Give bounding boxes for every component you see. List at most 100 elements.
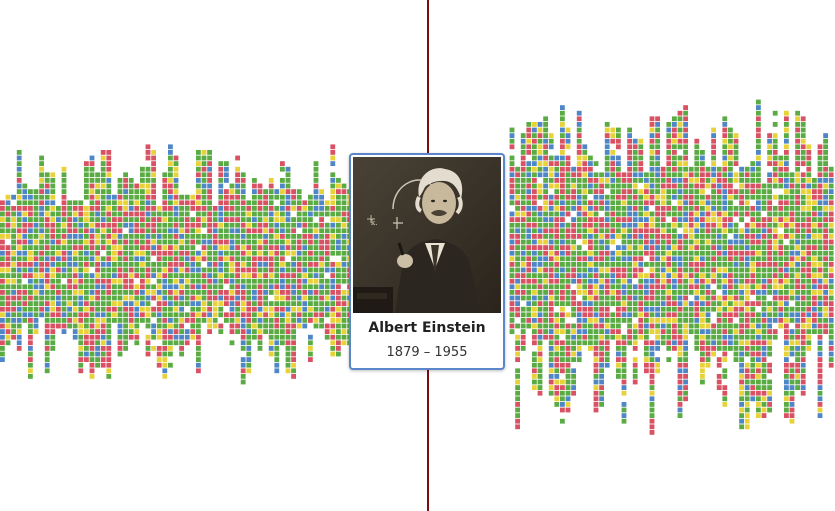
person-cell[interactable] (184, 318, 190, 323)
person-cell[interactable] (179, 262, 184, 267)
person-cell[interactable] (739, 301, 744, 306)
person-cell[interactable] (201, 172, 207, 178)
person-cell[interactable] (711, 301, 716, 306)
person-cell[interactable] (240, 329, 246, 334)
person-cell[interactable] (50, 172, 56, 178)
person-cell[interactable] (151, 312, 156, 318)
person-cell[interactable] (716, 239, 722, 245)
person-cell[interactable] (560, 172, 565, 178)
person-cell[interactable] (296, 290, 302, 295)
person-cell[interactable] (784, 189, 789, 194)
person-cell[interactable] (649, 144, 655, 150)
person-cell[interactable] (240, 340, 246, 346)
person-cell[interactable] (694, 239, 700, 245)
person-cell[interactable] (162, 273, 168, 278)
person-cell[interactable] (117, 239, 123, 245)
person-cell[interactable] (39, 166, 44, 172)
person-cell[interactable] (660, 200, 666, 206)
person-cell[interactable] (50, 312, 56, 318)
person-cell[interactable] (224, 290, 229, 295)
person-cell[interactable] (532, 267, 537, 273)
person-cell[interactable] (728, 138, 733, 144)
person-cell[interactable] (744, 362, 750, 368)
person-cell[interactable] (638, 172, 644, 178)
person-cell[interactable] (593, 234, 599, 239)
person-cell[interactable] (201, 161, 207, 166)
person-cell[interactable] (112, 267, 117, 273)
person-cell[interactable] (588, 329, 593, 334)
person-cell[interactable] (677, 211, 683, 217)
person-cell[interactable] (190, 306, 196, 312)
person-cell[interactable] (722, 116, 728, 122)
person-cell[interactable] (184, 340, 190, 346)
person-cell[interactable] (509, 284, 515, 290)
person-cell[interactable] (184, 301, 190, 306)
person-cell[interactable] (744, 234, 750, 239)
person-cell[interactable] (44, 245, 50, 250)
person-cell[interactable] (274, 301, 280, 306)
person-cell[interactable] (655, 144, 660, 150)
person-cell[interactable] (179, 278, 184, 284)
person-cell[interactable] (89, 222, 95, 228)
person-cell[interactable] (767, 379, 772, 385)
person-cell[interactable] (173, 312, 179, 318)
person-cell[interactable] (784, 329, 789, 334)
person-cell[interactable] (784, 278, 789, 284)
person-cell[interactable] (683, 290, 688, 295)
person-cell[interactable] (184, 211, 190, 217)
person-cell[interactable] (229, 329, 235, 334)
person-cell[interactable] (537, 239, 543, 245)
person-cell[interactable] (145, 228, 151, 234)
person-cell[interactable] (173, 340, 179, 346)
person-cell[interactable] (705, 234, 711, 239)
person-cell[interactable] (705, 228, 711, 234)
person-cell[interactable] (560, 267, 565, 273)
person-cell[interactable] (296, 200, 302, 206)
person-cell[interactable] (39, 250, 44, 256)
person-cell[interactable] (795, 351, 800, 357)
person-cell[interactable] (39, 267, 44, 273)
person-cell[interactable] (274, 194, 280, 200)
person-cell[interactable] (252, 222, 257, 228)
person-cell[interactable] (649, 189, 655, 194)
person-cell[interactable] (117, 228, 123, 234)
person-cell[interactable] (756, 239, 761, 245)
person-cell[interactable] (828, 166, 834, 172)
person-cell[interactable] (291, 194, 296, 200)
person-cell[interactable] (722, 301, 728, 306)
person-cell[interactable] (543, 301, 548, 306)
person-cell[interactable] (767, 329, 772, 334)
person-cell[interactable] (190, 256, 196, 262)
person-cell[interactable] (5, 250, 11, 256)
person-cell[interactable] (756, 301, 761, 306)
person-cell[interactable] (800, 323, 806, 329)
person-cell[interactable] (694, 178, 700, 183)
person-cell[interactable] (554, 290, 560, 295)
person-cell[interactable] (543, 122, 548, 127)
person-cell[interactable] (123, 267, 128, 273)
person-cell[interactable] (800, 340, 806, 346)
person-cell[interactable] (565, 178, 571, 183)
person-cell[interactable] (252, 290, 257, 295)
person-cell[interactable] (571, 267, 576, 273)
person-cell[interactable] (711, 150, 716, 155)
person-cell[interactable] (106, 334, 112, 340)
person-cell[interactable] (683, 150, 688, 155)
person-cell[interactable] (756, 245, 761, 250)
person-cell[interactable] (716, 200, 722, 206)
person-cell[interactable] (515, 284, 520, 290)
person-cell[interactable] (756, 183, 761, 189)
person-cell[interactable] (336, 318, 341, 323)
person-cell[interactable] (5, 323, 11, 329)
person-cell[interactable] (806, 228, 812, 234)
person-cell[interactable] (0, 245, 5, 250)
person-cell[interactable] (44, 284, 50, 290)
person-cell[interactable] (280, 178, 285, 183)
person-cell[interactable] (95, 250, 100, 256)
person-cell[interactable] (280, 189, 285, 194)
person-cell[interactable] (341, 183, 347, 189)
person-cell[interactable] (750, 374, 756, 379)
person-cell[interactable] (140, 234, 145, 239)
person-cell[interactable] (778, 234, 784, 239)
person-cell[interactable] (711, 323, 716, 329)
